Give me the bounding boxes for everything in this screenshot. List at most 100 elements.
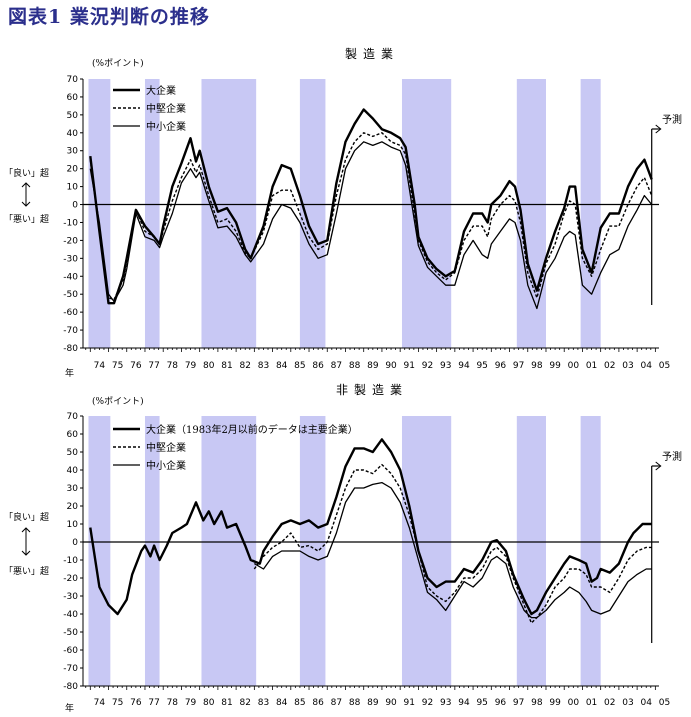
y-tick-label: -60 — [63, 308, 78, 318]
x-tick-label: 83 — [258, 361, 269, 371]
y-tick-label: 40 — [67, 466, 79, 476]
x-tick-label: 76 — [130, 698, 142, 708]
x-tick-label: 85 — [294, 698, 305, 708]
y-tick-label: -70 — [63, 664, 78, 674]
y-tick-label: -70 — [63, 326, 78, 336]
recession-band — [88, 416, 111, 686]
x-tick-label: 77 — [148, 698, 159, 708]
x-tick-label: 98 — [531, 361, 543, 371]
x-tick-label: 75 — [112, 361, 123, 371]
arrow-down-icon — [21, 550, 31, 556]
x-tick-label: 82 — [240, 361, 251, 371]
bad-label: 「悪い」超 — [4, 213, 49, 225]
recession-band — [144, 79, 160, 348]
good-label: 「良い」超 — [4, 167, 49, 179]
legend-label: 大企業 — [146, 84, 176, 97]
x-tick-label: 04 — [641, 698, 653, 708]
x-tick-label: 04 — [641, 361, 653, 371]
x-tick-label: 02 — [604, 361, 615, 371]
good-label: 「良い」超 — [4, 511, 49, 523]
x-tick-label: 97 — [513, 361, 524, 371]
x-tick-label: 89 — [367, 698, 379, 708]
series-line-2 — [89, 132, 653, 301]
y-tick-label: 20 — [67, 165, 79, 175]
y-tick-label: -50 — [63, 628, 78, 638]
legend-label: 中小企業 — [146, 459, 186, 472]
series-line-2 — [253, 463, 652, 624]
forecast-arrow-icon — [655, 461, 662, 471]
legend-label: 中小企業 — [146, 120, 186, 133]
year-unit-label: 年 — [65, 702, 74, 714]
x-tick-label: 00 — [568, 698, 580, 708]
x-tick-label: 98 — [531, 698, 543, 708]
y-tick-label: 30 — [67, 147, 79, 157]
legend-label: 中堅企業 — [146, 441, 186, 454]
y-tick-label: 0 — [72, 538, 78, 548]
recession-band — [580, 416, 601, 686]
panel-title: 非製造業 — [336, 383, 408, 397]
y-tick-label: -30 — [63, 592, 78, 602]
x-tick-label: 94 — [458, 698, 470, 708]
recession-band — [580, 79, 601, 348]
y-tick-label: 70 — [67, 412, 79, 422]
recession-band — [401, 79, 452, 348]
y-unit-label: (%ポイント) — [92, 396, 144, 407]
x-tick-label: 85 — [294, 361, 305, 371]
y-tick-label: -80 — [63, 344, 78, 354]
y-tick-label: 0 — [72, 201, 78, 211]
x-tick-label: 82 — [240, 698, 251, 708]
x-tick-label: 03 — [622, 361, 633, 371]
recession-band — [299, 416, 326, 686]
x-tick-label: 84 — [276, 698, 288, 708]
y-tick-label: 10 — [67, 183, 79, 193]
x-tick-label: 93 — [440, 698, 451, 708]
series-line-3 — [253, 481, 652, 619]
x-tick-label: 92 — [422, 361, 433, 371]
arrow-down-icon — [21, 201, 31, 207]
y-tick-label: 60 — [67, 430, 79, 440]
x-tick-label: 87 — [331, 361, 342, 371]
series-line-1 — [89, 108, 653, 305]
y-tick-label: 50 — [67, 111, 79, 121]
recession-band — [401, 416, 452, 686]
x-tick-label: 88 — [349, 698, 361, 708]
x-tick-label: 05 — [659, 361, 670, 371]
x-tick-label: 92 — [422, 698, 433, 708]
arrow-up-icon — [21, 182, 31, 188]
forecast-arrow-icon — [655, 124, 662, 134]
recession-band — [201, 79, 257, 348]
chart-panel-2: 70 60 50 40 30 20 10 0 -10 -20 -30 -40 -50 -60 -70 -80 7… — [4, 383, 682, 714]
y-unit-label: (%ポイント) — [92, 58, 144, 69]
x-tick-label: 93 — [440, 361, 451, 371]
x-tick-label: 00 — [568, 361, 580, 371]
x-tick-label: 91 — [404, 361, 415, 371]
y-tick-label: -10 — [63, 218, 78, 228]
x-tick-label: 95 — [476, 698, 487, 708]
x-tick-label: 95 — [476, 361, 487, 371]
y-tick-label: -80 — [63, 682, 78, 692]
x-tick-label: 94 — [458, 361, 470, 371]
y-tick-label: 20 — [67, 502, 79, 512]
recession-band — [88, 79, 111, 348]
x-tick-label: 96 — [495, 361, 507, 371]
y-tick-label: -20 — [63, 574, 78, 584]
x-tick-label: 79 — [185, 361, 197, 371]
legend-label: 大企業（1983年2月以前のデータは主要企業） — [146, 423, 358, 436]
series-line-3 — [89, 141, 653, 310]
y-tick-label: 40 — [67, 129, 79, 139]
recession-band — [516, 416, 546, 686]
figure-title: 図表1 業況判断の推移 — [8, 6, 210, 28]
x-tick-label: 79 — [185, 698, 197, 708]
x-tick-label: 87 — [331, 698, 342, 708]
x-tick-label: 74 — [94, 361, 106, 371]
x-tick-label: 80 — [203, 698, 215, 708]
x-tick-label: 78 — [167, 698, 179, 708]
x-tick-label: 05 — [659, 698, 670, 708]
arrow-up-icon — [21, 527, 31, 533]
x-tick-label: 91 — [404, 698, 415, 708]
y-tick-label: -30 — [63, 254, 78, 264]
y-tick-label: 50 — [67, 448, 79, 458]
y-tick-label: 70 — [67, 75, 79, 85]
y-tick-label: -40 — [63, 610, 78, 620]
